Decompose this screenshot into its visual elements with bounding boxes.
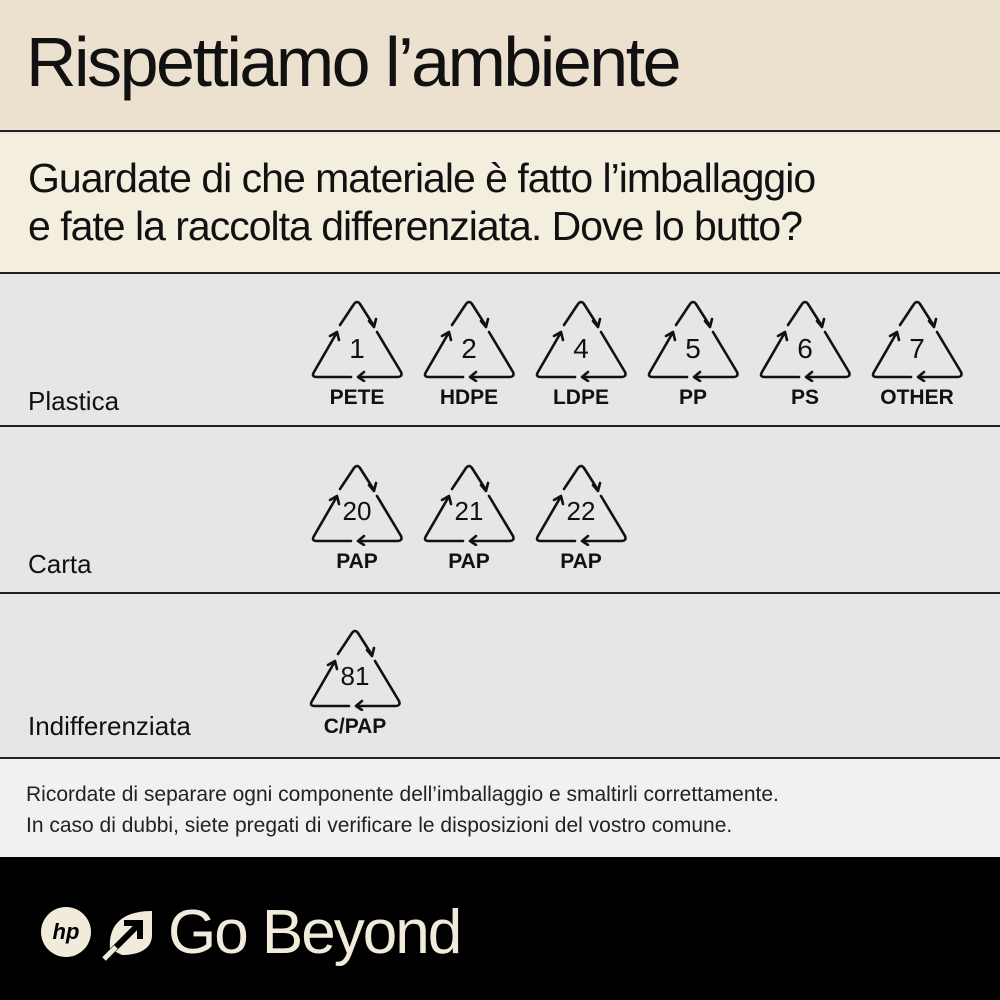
recycle-triangle-icon: 22 (535, 464, 627, 546)
recycling-symbol: 20 PAP (307, 464, 407, 574)
footer: hp Go Beyond (0, 857, 1000, 1000)
row-label: Carta (28, 549, 92, 579)
resin-code-label: PAP (448, 550, 490, 573)
recycle-triangle-icon: 4 (535, 300, 627, 382)
resin-code-label: HDPE (439, 386, 499, 409)
resin-code-label: LDPE (552, 386, 609, 409)
recycling-symbol: 7 OTHER (867, 300, 967, 410)
note-text: Ricordate di separare ogni componente de… (26, 779, 779, 841)
recycling-symbol: 1 PETE (307, 300, 407, 410)
svg-text:1: 1 (349, 333, 365, 364)
brand-tagline: Go Beyond (168, 898, 462, 967)
svg-text:5: 5 (685, 333, 701, 364)
recycle-triangle-icon: 20 (311, 464, 403, 546)
svg-text:20: 20 (343, 496, 372, 526)
recycling-symbol: 2 HDPE (419, 300, 519, 410)
subtitle-line: e fate la raccolta differenziata. Dove l… (28, 203, 803, 249)
row-carta: Carta 20 PAP 21 PAP 22 PAP (0, 427, 1000, 594)
svg-text:7: 7 (909, 333, 925, 364)
title-band: Rispettiamo l’ambiente (0, 0, 1000, 132)
arrow-leaf-icon (102, 911, 152, 961)
subtitle-band: Guardate di che materiale è fatto l’imba… (0, 134, 1000, 274)
subtitle-line: Guardate di che materiale è fatto l’imba… (28, 155, 816, 201)
note-line: Ricordate di separare ogni componente de… (26, 783, 779, 806)
row-label: Indifferenziata (28, 711, 191, 741)
svg-text:22: 22 (567, 496, 596, 526)
row-label: Plastica (28, 386, 120, 416)
recycling-symbol: 81 C/PAP (305, 629, 405, 739)
svg-text:21: 21 (455, 496, 484, 526)
resin-code-label: PAP (560, 550, 602, 573)
resin-code-label: PETE (329, 386, 385, 409)
resin-code-label: OTHER (880, 386, 954, 409)
note-band: Ricordate di separare ogni componente de… (0, 759, 1000, 857)
svg-text:hp: hp (53, 919, 80, 944)
page-title: Rispettiamo l’ambiente (26, 23, 682, 101)
hp-logo-icon: hp (41, 907, 91, 957)
svg-text:2: 2 (461, 333, 477, 364)
recycling-symbol: 21 PAP (419, 464, 519, 574)
recycling-symbol: 6 PS (755, 300, 855, 410)
recycle-triangle-icon: 1 (311, 300, 403, 382)
recycle-triangle-icon: 21 (423, 464, 515, 546)
resin-code-label: PP (678, 386, 707, 409)
recycling-symbol: 22 PAP (531, 464, 631, 574)
resin-code-label: PS (790, 386, 819, 409)
note-line: In caso di dubbi, siete pregati di verif… (26, 814, 733, 837)
row-plastica: Plastica 1 PETE 2 HDPE 4 LDPE (0, 276, 1000, 427)
recycle-triangle-icon: 6 (759, 300, 851, 382)
svg-text:4: 4 (573, 333, 589, 364)
recycling-symbol: 4 LDPE (531, 300, 631, 410)
svg-text:6: 6 (797, 333, 813, 364)
recycle-triangle-icon: 2 (423, 300, 515, 382)
recycle-triangle-icon: 7 (871, 300, 963, 382)
recycle-triangle-icon: 5 (647, 300, 739, 382)
resin-code-label: PAP (336, 550, 378, 573)
recycle-triangle-icon: 81 (309, 629, 401, 711)
recycling-symbol: 5 PP (643, 300, 743, 410)
row-indifferenziata: Indifferenziata 81 C/PAP (0, 594, 1000, 759)
subtitle: Guardate di che materiale è fatto l’imba… (28, 154, 816, 250)
svg-text:81: 81 (341, 661, 370, 691)
resin-code-label: C/PAP (323, 715, 387, 738)
